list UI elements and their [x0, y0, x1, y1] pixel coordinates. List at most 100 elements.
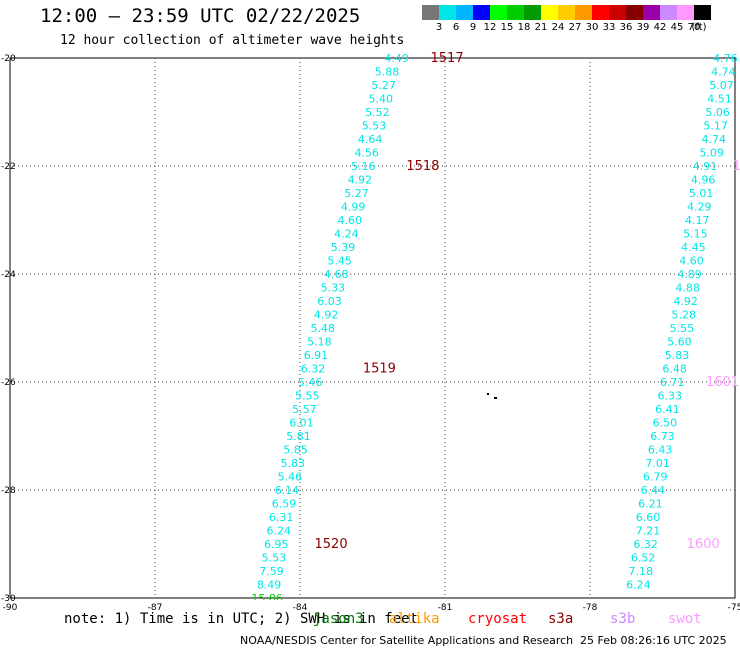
y-tick-label: -26	[1, 378, 16, 388]
color-scale-swatch	[422, 5, 439, 20]
wave-height-label: 6.01	[289, 417, 314, 430]
wave-height-label: 6.03	[317, 295, 342, 308]
wave-height-label: 6.71	[660, 376, 685, 389]
satellite-legend-s3b: s3b	[610, 611, 636, 627]
wave-height-label: 5.48	[310, 322, 335, 335]
color-scale-swatch	[524, 5, 541, 20]
color-scale-swatch	[592, 5, 609, 20]
y-tick-label: -30	[1, 594, 16, 604]
color-scale-tick: 45	[670, 22, 684, 33]
wave-height-label: 4.99	[341, 201, 366, 214]
wave-height-label: 6.21	[638, 498, 663, 511]
color-scale-tick: 21	[534, 22, 548, 33]
wave-height-label: 5.81	[286, 430, 311, 443]
color-scale-tick: 18	[517, 22, 531, 33]
color-scale-tick: 33	[602, 22, 616, 33]
wave-height-label: 5.53	[262, 552, 287, 565]
wave-height-label: 5.06	[705, 106, 730, 119]
satellite-legend-altika: altika	[389, 611, 440, 627]
island-mark	[487, 393, 489, 395]
color-scale-swatch	[660, 5, 677, 20]
wave-height-label: 4.24	[334, 228, 359, 241]
wave-height-label: 4.29	[687, 201, 712, 214]
wave-height-label: 5.57	[292, 403, 317, 416]
wave-height-label: 4.60	[679, 255, 704, 268]
color-scale-swatch	[626, 5, 643, 20]
wave-height-label: 5.85	[283, 444, 308, 457]
wave-height-label: 6.91	[304, 349, 329, 362]
wave-height-label: 7.01	[645, 457, 670, 470]
y-tick-label: -20	[1, 54, 16, 64]
wave-height-label: 5.46	[298, 376, 323, 389]
wave-height-label: 5.16	[351, 160, 376, 173]
wave-height-label: 4.96	[691, 174, 716, 187]
wave-height-label: 4.56	[354, 147, 379, 160]
color-scale-swatch	[609, 5, 626, 20]
color-scale-tick: 27	[568, 22, 582, 33]
wave-height-label: 6.33	[658, 390, 683, 403]
color-scale-swatch	[541, 5, 558, 20]
wave-height-label: 5.07	[709, 79, 734, 92]
wave-height-label: 6.52	[631, 552, 656, 565]
wave-height-label: 5.17	[703, 120, 728, 133]
wave-height-label: 5.83	[665, 349, 690, 362]
wave-height-label: 7.59	[259, 565, 284, 578]
pass-number-label: 1519	[363, 362, 396, 377]
wave-height-label: 5.33	[321, 282, 346, 295]
plot-frame	[9, 57, 736, 599]
pass-number-label: 160	[733, 159, 740, 174]
y-tick-label: -24	[1, 270, 16, 280]
color-scale-tick: 12	[483, 22, 497, 33]
x-tick-label: -90	[3, 603, 18, 613]
wave-height-label: 6.73	[650, 430, 675, 443]
island-mark	[494, 397, 497, 399]
wave-height-label: 6.24	[626, 579, 651, 592]
wave-height-label: 15.86	[251, 592, 283, 605]
color-scale-swatch	[575, 5, 592, 20]
color-scale-swatch	[558, 5, 575, 20]
pass-number-label: 1517	[431, 51, 464, 66]
color-scale-tick: 6	[452, 22, 460, 33]
page-title: 12:00 – 23:59 UTC 02/22/2025	[40, 5, 361, 27]
wave-height-label: 4.92	[673, 295, 698, 308]
wave-height-label: 5.88	[375, 66, 400, 79]
wave-height-label: 5.55	[670, 322, 695, 335]
wave-height-label: 6.48	[662, 363, 687, 376]
color-scale-swatch	[473, 5, 490, 20]
pass-number-label: 1520	[315, 537, 348, 552]
footer-credit: NOAA/NESDIS Center for Satellite Applica…	[240, 634, 574, 647]
wave-height-label: 5.46	[278, 471, 303, 484]
wave-height-label: 4.68	[324, 268, 349, 281]
satellite-legend: jason3 altika cryosat s3a s3b swot	[0, 611, 740, 629]
color-scale-tick: 36	[619, 22, 633, 33]
x-tick-label: -87	[148, 603, 163, 613]
satellite-legend-jason3: jason3	[313, 611, 364, 627]
footer-timestamp: 25 Feb 08:26:16 UTC 2025	[580, 634, 727, 647]
wave-height-label: 4.51	[707, 93, 732, 106]
color-scale-swatch	[677, 5, 694, 20]
wave-height-label: 4.88	[675, 282, 700, 295]
wave-height-label: 5.27	[371, 79, 396, 92]
wave-height-label: 4.45	[681, 241, 706, 254]
wave-height-label: 5.09	[700, 147, 725, 160]
wave-height-label: 6.24	[266, 525, 291, 538]
wave-height-label: 4.60	[338, 214, 363, 227]
wave-height-label: 6.32	[633, 538, 658, 551]
wave-height-label: 5.39	[331, 241, 356, 254]
page-subtitle: 12 hour collection of altimeter wave hei…	[60, 33, 405, 48]
wave-height-label: 5.27	[344, 187, 369, 200]
x-tick-label: -75	[728, 603, 740, 613]
wave-height-label: 5.60	[667, 336, 692, 349]
wave-height-label: 5.01	[689, 187, 714, 200]
footer-note: note: 1) Time is in UTC; 2) SWH is in fe…	[64, 611, 419, 627]
wave-height-label: 6.50	[653, 417, 678, 430]
wave-height-label: 7.18	[629, 565, 654, 578]
y-tick-label: -22	[1, 162, 16, 172]
color-scale-swatch	[507, 5, 524, 20]
color-scale-tick: 15	[500, 22, 514, 33]
x-tick-label: -78	[583, 603, 598, 613]
wave-height-label: 6.32	[301, 363, 326, 376]
color-scale-tick: 70	[687, 22, 701, 33]
wave-height-label: 6.59	[272, 498, 297, 511]
